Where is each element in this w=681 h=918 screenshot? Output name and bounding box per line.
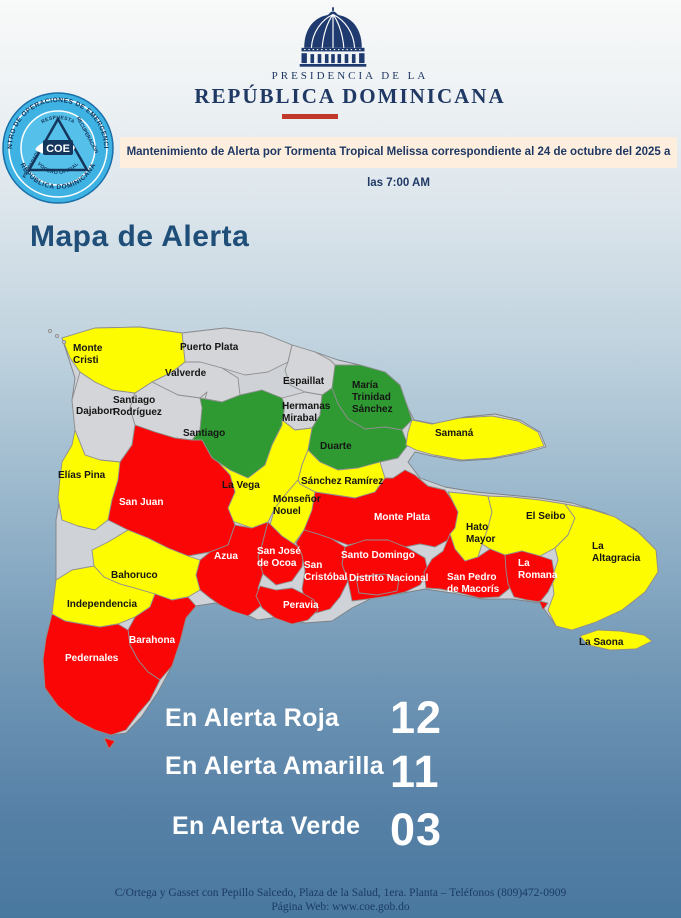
province-shape-san-pedro-de-macoris (423, 533, 511, 599)
province-shape-la-romana (504, 550, 556, 603)
province-label-independencia: Independencia (67, 599, 138, 610)
province-label-sanchez-ramirez: Sánchez Ramírez (301, 476, 384, 487)
national-palace-dome-icon (297, 6, 369, 68)
province-shape-peravia (255, 585, 319, 625)
footer: C/Ortega y Gasset con Pepillo Salcedo, P… (0, 886, 681, 915)
legend-label-amarilla: En Alerta Amarilla (165, 752, 384, 780)
province-shape-pedernales (42, 613, 161, 736)
province-shape-san-jose-de-ocoa (257, 521, 305, 586)
province-shape-elias-pina (57, 429, 121, 531)
province-label-bahoruco: Bahoruco (111, 570, 158, 581)
island-la-saona (579, 629, 653, 651)
province-shape-distrito-nacional (355, 573, 400, 596)
alert-banner: Mantenimiento de Alerta por Tormenta Tro… (120, 137, 677, 189)
cay-2 (54, 333, 60, 339)
province-label-santiago-rodriguez: Santiago Rodríguez (113, 395, 162, 418)
cay-1 (47, 328, 53, 334)
red-underline-bar (282, 114, 338, 119)
legend-count-amarilla: 11 (390, 746, 440, 797)
province-shape-la-altagracia (547, 503, 659, 631)
province-label-samana: Samaná (435, 428, 474, 439)
province-label-azua: Azua (214, 551, 238, 562)
island-catalina (538, 600, 549, 611)
province-label-san-jose-de-ocoa: San José de Ocoa (257, 546, 301, 569)
province-label-elias-pina: Elías Pina (58, 470, 106, 481)
cay-3 (61, 339, 67, 345)
province-label-monte-cristi: Monte Cristi (73, 343, 103, 366)
page-title: Mapa de Alerta (30, 220, 250, 253)
presidency-line-small: PRESIDENCIA DE LA (271, 70, 429, 82)
province-label-hato-mayor: Hato Mayor (466, 522, 496, 545)
province-label-hermanas-mirabal: Hermanas Mirabal (282, 401, 331, 424)
province-label-puerto-plata: Puerto Plata (180, 342, 239, 353)
legend-count-verde: 03 (390, 804, 443, 855)
province-shape-san-juan (107, 424, 236, 557)
province-label-valverde: Valverde (165, 368, 207, 379)
province-label-san-juan: San Juan (119, 497, 164, 508)
province-label-espaillat: Espaillat (283, 376, 325, 387)
province-label-distrito-nacional: Distrito Nacional (349, 573, 429, 584)
coe-acronym: COE (46, 143, 70, 155)
province-label-el-seibo: El Seibo (526, 511, 566, 522)
province-label-monsenor-nouel: Monseñor Nouel (273, 494, 321, 517)
province-label-san-pedro-de-macoris: San Pedro de Macorís (447, 572, 500, 595)
province-label-san-cristobal: San Cristóbal (304, 560, 348, 583)
province-label-monte-plata: Monte Plata (374, 512, 431, 523)
legend-count-roja: 12 (390, 692, 443, 743)
footer-website: Página Web: www.coe.gob.do (271, 901, 410, 914)
island-beata (103, 737, 116, 750)
province-label-duarte: Duarte (320, 441, 352, 452)
province-label-santiago: Santiago (183, 428, 226, 439)
province-label-la-saona: La Saona (579, 637, 624, 648)
province-label-peravia: Peravia (283, 600, 319, 611)
province-label-la-vega: La Vega (222, 480, 260, 491)
coe-logo: CENTRO DE OPERACIONES DE EMERGENCIAS REP… (0, 87, 114, 204)
legend-label-verde: En Alerta Verde (172, 812, 361, 840)
province-label-barahona: Barahona (129, 635, 176, 646)
province-label-dajabon: Dajabon (76, 406, 116, 417)
province-label-pedernales: Pedernales (65, 653, 119, 664)
province-shape-monte-cristi (61, 326, 186, 394)
presidency-line-large: REPÚBLICA DOMINICANA (194, 84, 506, 108)
province-label-maria-trinidad-sanchez: María Trinidad Sánchez (352, 380, 393, 415)
legend-label-roja: En Alerta Roja (165, 704, 340, 732)
province-shape-samana (405, 415, 545, 461)
province-label-santo-domingo: Santo Domingo (341, 550, 415, 561)
province-shape-san-cristobal (295, 529, 349, 614)
province-label-la-romana: La Romana (518, 558, 558, 581)
footer-address: C/Ortega y Gasset con Pepillo Salcedo, P… (114, 887, 567, 899)
province-label-la-altagracia: La Altagracia (592, 541, 641, 564)
